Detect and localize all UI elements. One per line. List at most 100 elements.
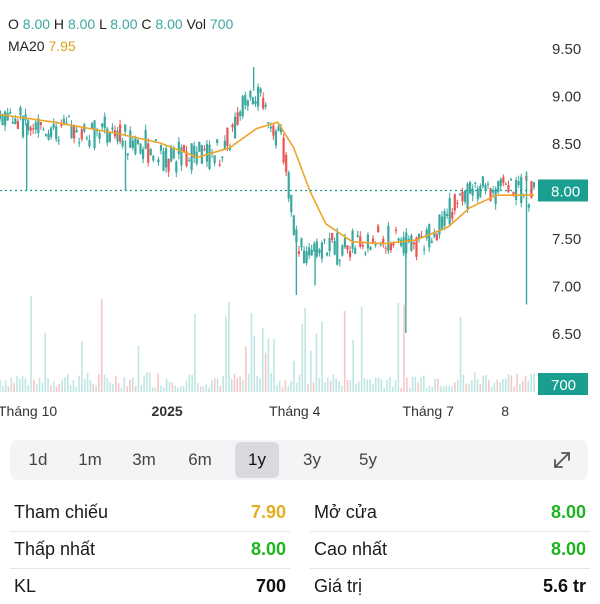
volume-bar [423, 375, 425, 392]
candle-body [354, 248, 357, 254]
timeframe-1m[interactable]: 1m [78, 450, 102, 469]
volume-bar [504, 378, 507, 392]
volume-bar [513, 386, 516, 392]
x-tick-label: Tháng 10 [0, 403, 57, 419]
timeframe-selector: 1d 1m 3m 6m 1y 3y 5y [10, 440, 588, 480]
divider [10, 531, 290, 532]
volume-bar [366, 379, 369, 392]
candle-body [103, 116, 106, 129]
candle-body [221, 156, 224, 159]
candle-body [295, 229, 298, 243]
expand-icon[interactable] [550, 448, 574, 472]
volume-bar [343, 311, 346, 392]
candle-body [106, 128, 109, 143]
candle-body [6, 112, 9, 121]
timeframe-1y[interactable]: 1y [235, 442, 279, 478]
volume-bar [259, 378, 261, 392]
volume-bar [205, 384, 208, 392]
ma-readout: MA20 7.95 [8, 38, 76, 54]
candle-body [384, 247, 387, 249]
candle-body [499, 179, 502, 186]
low-price-value: 8.00 [250, 539, 286, 559]
volume-bar [290, 380, 292, 392]
volume-bar [21, 375, 24, 392]
volume-bar [309, 350, 312, 392]
volume-bar [267, 338, 270, 392]
candle-body [16, 121, 19, 130]
candle-body [440, 216, 444, 230]
volume-bar [38, 378, 41, 392]
volume-bar [346, 379, 349, 392]
candle-body [254, 101, 257, 104]
volume-bar [442, 386, 445, 392]
timeframe-6m[interactable]: 6m [188, 450, 212, 469]
volume-bar [448, 385, 451, 392]
volume-bar [168, 381, 171, 392]
candle-body [101, 123, 104, 127]
candle-body [236, 112, 239, 125]
volume-bar [245, 346, 247, 392]
volume-bar [185, 380, 188, 392]
volume-bar [341, 385, 343, 392]
candle-body [47, 133, 50, 140]
volume-bar [64, 377, 66, 392]
candle-body [159, 145, 163, 151]
candle-body [446, 214, 449, 216]
timeframe-5y[interactable]: 5y [359, 450, 377, 469]
volume-bar [154, 387, 157, 392]
volume-bar [160, 385, 162, 392]
candle-body [392, 243, 395, 246]
candle-body [185, 151, 188, 167]
timeframe-3m[interactable]: 3m [132, 450, 156, 469]
volume-bar [485, 374, 487, 392]
volume-bar [236, 378, 239, 392]
candlestick-chart-svg[interactable]: 9.50 9.00 8.50 8.00 7.50 7.00 6.50 Tháng 10 2025… [0, 0, 600, 430]
candle-body [305, 251, 308, 264]
low-label: L [99, 16, 107, 32]
candle-body [343, 237, 347, 248]
candle-body [88, 140, 91, 147]
volume-bar [307, 384, 309, 392]
volume-bar [394, 380, 397, 392]
price-chart[interactable]: 9.50 9.00 8.50 8.00 7.50 7.00 6.50 Tháng 10 2025… [0, 0, 600, 430]
candle-body [341, 245, 344, 256]
volume-bar [89, 380, 92, 392]
candle-body [320, 242, 324, 259]
volume-bar [281, 387, 284, 392]
candle-body [336, 232, 339, 265]
volume-bar [301, 324, 304, 392]
volume-bar [208, 387, 210, 392]
ma20-line [0, 113, 534, 245]
candle-body [410, 235, 413, 251]
candle-body [279, 127, 283, 133]
candle-body [397, 238, 400, 241]
timeframe-3y[interactable]: 3y [303, 450, 321, 469]
candle-body [34, 122, 37, 130]
volume-bar [67, 374, 69, 392]
volume-bar [35, 384, 38, 392]
candle-body [285, 154, 288, 173]
volume-bar [129, 379, 131, 392]
candle-body [19, 107, 22, 116]
candle-body [111, 127, 114, 130]
candle-body [328, 238, 331, 252]
candle-body [246, 100, 249, 107]
volume-bar [24, 377, 27, 392]
candle-body [379, 245, 382, 247]
trade-value-label: Giá trị [314, 576, 363, 596]
y-tick-label: 7.00 [552, 279, 581, 296]
x-tick-label: Tháng 7 [403, 403, 455, 419]
candle-body [481, 176, 484, 187]
volume-bar [451, 386, 453, 392]
ma-label: MA20 [8, 38, 45, 54]
volume-bar [482, 375, 484, 392]
candle-body [318, 249, 321, 254]
volume-bar [293, 360, 295, 392]
candle-body [415, 237, 418, 257]
timeframe-1d[interactable]: 1d [28, 450, 48, 469]
volume-bar [126, 386, 128, 392]
stat-value: Giá trị 5.6 tr [314, 568, 586, 604]
y-tick-label: 7.50 [552, 231, 581, 248]
volume-bar [374, 377, 377, 392]
volume-bar [400, 387, 403, 392]
